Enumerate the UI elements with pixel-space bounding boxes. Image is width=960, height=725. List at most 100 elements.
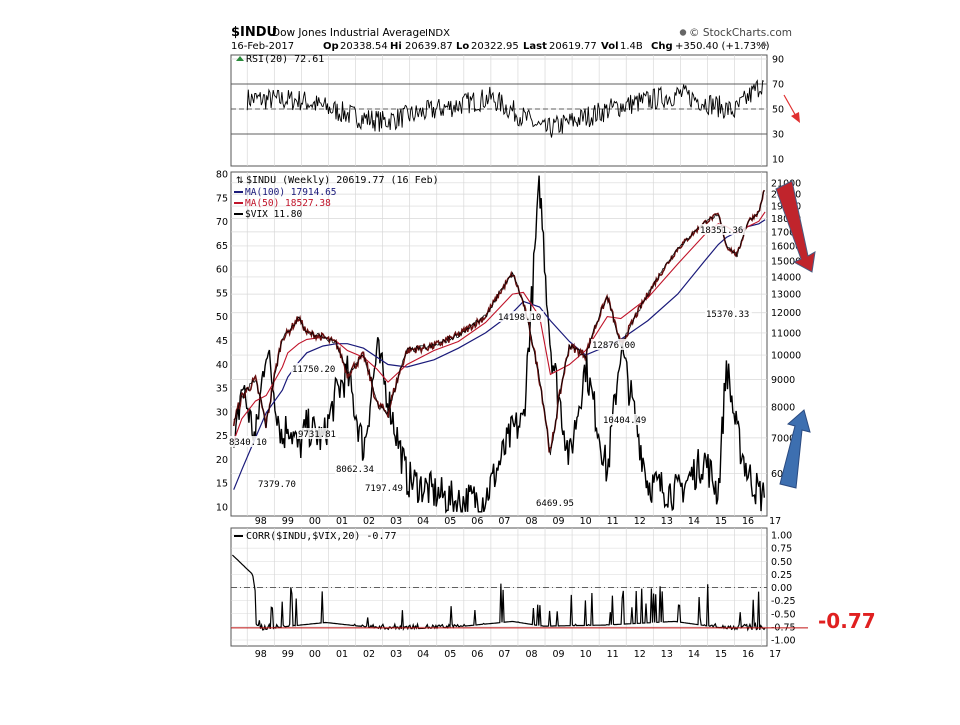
price-axis-tick-label: 13000 xyxy=(771,290,801,301)
vix-axis-tick-label: 80 xyxy=(216,170,228,181)
price-annotation-label: 14198.10 xyxy=(498,313,541,323)
vix-axis-tick-label: 30 xyxy=(216,407,228,418)
x-tick-label-corr: 05 xyxy=(444,649,456,660)
vix-axis-tick-label: 40 xyxy=(216,360,228,371)
vix-axis-tick-label: 65 xyxy=(216,241,228,252)
price-axis-tick-label: 18000 xyxy=(771,214,801,225)
header-lo: 20322.95 xyxy=(471,41,519,52)
x-tick-label-main: 11 xyxy=(607,516,619,527)
x-tick-label-corr: 01 xyxy=(336,649,348,660)
price-annotation-label: 9731.81 xyxy=(298,430,336,440)
legend-vix: $VIX 11.80 xyxy=(245,209,302,220)
price-annotation-label: 10404.49 xyxy=(603,416,646,426)
vix-axis-tick-label: 70 xyxy=(216,217,228,228)
price-annotation-label: 18351.36 xyxy=(700,226,743,236)
price-axis-tick-label: 17000 xyxy=(771,227,801,238)
price-annotation-bg xyxy=(228,436,270,447)
x-tick-label-corr: 12 xyxy=(634,649,646,660)
price-legend-title: $INDU (Weekly) 20619.77 (16 Feb) xyxy=(246,175,439,186)
price-annotation-bg xyxy=(257,478,299,489)
x-tick-label-main: 03 xyxy=(390,516,402,527)
vix-series-line xyxy=(233,175,765,514)
vix-axis-tick-label: 10 xyxy=(216,503,228,514)
x-tick-label-corr: 07 xyxy=(498,649,510,660)
header-vol: 1.4B xyxy=(620,41,643,52)
x-tick-label-main: 10 xyxy=(580,516,592,527)
price-axis-tick-label: 14000 xyxy=(771,272,801,283)
price-axis-tick-label: 11000 xyxy=(771,328,801,339)
price-series-bars xyxy=(233,190,765,456)
price-annotation-label: 11750.20 xyxy=(292,365,335,375)
x-tick-label-corr: 11 xyxy=(607,649,619,660)
rsi-series-line xyxy=(246,79,765,138)
header-op: 20338.54 xyxy=(340,41,388,52)
vix-axis-tick-label: 25 xyxy=(216,431,228,442)
x-tick-label-main: 14 xyxy=(688,516,700,527)
header-vol-label: Vol xyxy=(601,41,619,52)
vix-axis-tick-label: 20 xyxy=(216,455,228,466)
x-tick-label-main: 00 xyxy=(309,516,321,527)
x-tick-label-main: 02 xyxy=(363,516,375,527)
corr-tick-label: -0.25 xyxy=(771,596,796,607)
x-tick-label-corr: 16 xyxy=(742,649,754,660)
legend-ma50: MA(50) 18527.38 xyxy=(245,198,331,209)
header-op-label: Op xyxy=(323,41,339,52)
price-legend-icon: ⇅ xyxy=(236,176,244,186)
price-annotation-bg xyxy=(297,428,339,439)
x-tick-label-main: 07 xyxy=(498,516,510,527)
collapse-icon[interactable] xyxy=(761,41,767,46)
ma100-series-line xyxy=(233,219,766,490)
x-tick-label-main: 09 xyxy=(553,516,565,527)
x-tick-label-corr: 06 xyxy=(471,649,483,660)
header-hi-label: Hi xyxy=(390,41,402,52)
panel-frame-rsi xyxy=(230,54,768,167)
x-tick-label-corr: 98 xyxy=(255,649,267,660)
price-axis-tick-label: 8000 xyxy=(771,402,795,413)
price-annotation-label: 8340.10 xyxy=(229,438,267,448)
vix-axis-tick-label: 45 xyxy=(216,336,228,347)
x-tick-label-corr: 08 xyxy=(525,649,537,660)
price-annotation-bg xyxy=(535,497,577,508)
vix-axis-tick-label: 75 xyxy=(216,193,228,204)
rsi-tick-label: 70 xyxy=(772,80,784,91)
x-tick-label-main: 13 xyxy=(661,516,673,527)
corr-tick-label: 1.00 xyxy=(771,531,792,542)
price-axis-tick-label: 10000 xyxy=(771,351,801,362)
price-annotation-bg xyxy=(497,311,544,322)
corr-callout: -0.77 xyxy=(818,609,876,633)
x-tick-label-main: 98 xyxy=(255,516,267,527)
x-tick-label-corr: 00 xyxy=(309,649,321,660)
header-chg: +350.40 (+1.73%) xyxy=(675,41,770,52)
price-annotation-bg xyxy=(602,414,649,425)
corr-tick-label: 0.25 xyxy=(771,570,792,581)
corr-series-line xyxy=(231,554,766,632)
price-annotation-label: 15370.33 xyxy=(706,310,749,320)
x-tick-label-corr: 02 xyxy=(363,649,375,660)
price-annotation-bg xyxy=(591,339,638,350)
vix-up-arrow xyxy=(779,409,811,489)
price-annotation-label: 12876.00 xyxy=(592,341,635,351)
vix-axis-tick-label: 15 xyxy=(216,479,228,490)
price-annotation-label: 7197.49 xyxy=(365,484,403,494)
price-axis-tick-label: 15000 xyxy=(771,256,801,267)
rsi-legend-icon xyxy=(236,56,244,61)
price-annotation-bg xyxy=(291,363,338,374)
header-last-label: Last xyxy=(523,41,547,52)
price-annotation-bg xyxy=(335,463,377,474)
x-tick-label-main: 06 xyxy=(471,516,483,527)
corr-legend: CORR($INDU,$VIX,20) -0.77 xyxy=(246,531,397,542)
header-lo-label: Lo xyxy=(456,41,469,52)
price-panel: 8075706560555045403530252015102100020000… xyxy=(216,170,801,514)
x-tick-label-corr: 15 xyxy=(715,649,727,660)
corr-panel: 1.000.750.500.250.00-0.25-0.50-0.75-1.00 xyxy=(231,531,808,647)
x-tick-label-main: 08 xyxy=(525,516,537,527)
x-tick-label-corr: 04 xyxy=(417,649,429,660)
brand-icon xyxy=(679,29,687,36)
x-tick-label-main: 05 xyxy=(444,516,456,527)
corr-tick-label: 0.75 xyxy=(771,544,792,555)
rsi-panel: 90 70 50 30 10 xyxy=(231,55,784,166)
rsi-tick-label: 90 xyxy=(772,55,784,66)
header-symbol: $INDU xyxy=(231,25,277,40)
x-tick-label-corr: 10 xyxy=(580,649,592,660)
